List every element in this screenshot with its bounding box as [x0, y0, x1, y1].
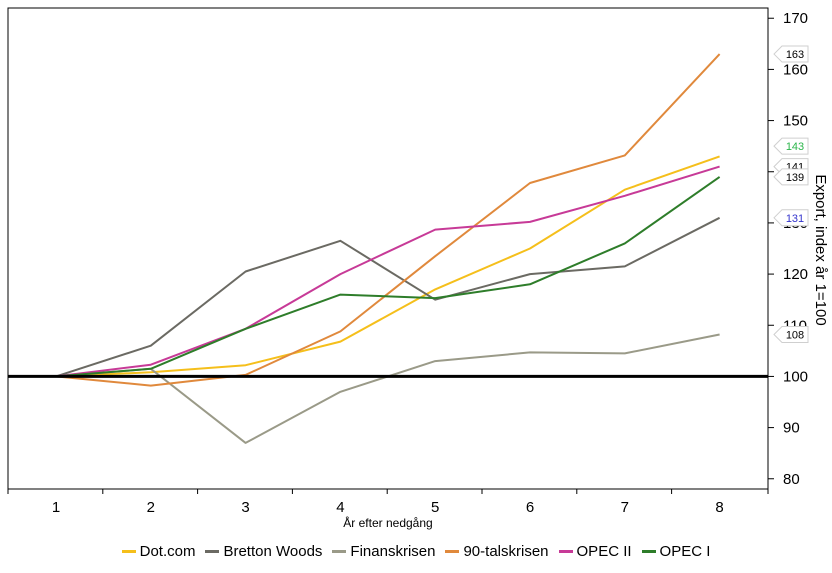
end-label-box — [773, 45, 809, 63]
legend-item: 90-talskrisen — [445, 543, 549, 560]
y-axis-label: Export, index år 1=100 — [812, 174, 829, 325]
legend-label: Bretton Woods — [223, 543, 323, 560]
legend-swatch — [445, 550, 460, 553]
end-label-box — [773, 325, 809, 343]
y-tick-label: 120 — [783, 266, 808, 283]
end-label: 131 — [786, 213, 804, 225]
legend-item: OPEC I — [641, 543, 711, 560]
y-tick-label: 160 — [783, 61, 808, 78]
x-tick-label: 4 — [336, 499, 344, 516]
legend-swatch — [205, 550, 220, 553]
y-tick-label: 90 — [783, 420, 800, 437]
legend-item: Dot.com — [121, 543, 196, 560]
series-line-finanskrisen — [55, 333, 720, 444]
legend-item: Bretton Woods — [205, 543, 322, 560]
x-tick-label: 3 — [241, 499, 249, 516]
x-tick-label: 7 — [621, 499, 629, 516]
x-axis-label: År efter nedgång — [343, 515, 432, 530]
series-line-90-talskrisen — [55, 53, 721, 387]
end-label: 163 — [786, 49, 804, 61]
legend-swatch — [121, 550, 136, 553]
legend-label: 90-talskrisen — [463, 543, 549, 560]
x-tick-label: 2 — [147, 499, 155, 516]
y-tick-label: 170 — [783, 10, 808, 27]
end-label-box — [773, 209, 809, 227]
series-line-opec-i — [55, 176, 721, 378]
y-tick-label: 100 — [783, 368, 808, 385]
series-line-opec-ii — [55, 165, 720, 378]
x-tick-label: 5 — [431, 499, 439, 516]
legend-swatch — [558, 550, 573, 553]
end-label: 139 — [786, 172, 804, 184]
chart-legend: Dot.com Bretton Woods Finanskrisen 90-talsk… — [0, 543, 832, 560]
end-label: 143 — [786, 141, 804, 153]
y-tick-label: 80 — [783, 471, 800, 488]
y-axis: 8090100110120130140150160170 — [768, 10, 808, 488]
x-axis: 1 2 3 4 5 6 7 8 — [7, 489, 769, 516]
x-tick-label: 8 — [715, 499, 723, 516]
legend-swatch — [332, 550, 347, 553]
plot-area-frame — [7, 7, 769, 490]
legend-item: OPEC II — [558, 543, 632, 560]
x-tick-label: 1 — [52, 499, 60, 516]
end-label-box — [773, 137, 809, 155]
legend-label: Dot.com — [139, 543, 196, 560]
series-line-bretton-woods — [55, 216, 721, 378]
series-layer — [55, 53, 721, 444]
x-tick-label: 6 — [526, 499, 534, 516]
legend-label: OPEC I — [659, 543, 711, 560]
legend-label: Finanskrisen — [350, 543, 436, 560]
legend-item: Finanskrisen — [332, 543, 435, 560]
end-label-box — [773, 168, 809, 186]
legend-swatch — [641, 550, 656, 553]
end-label: 108 — [786, 329, 804, 341]
legend-label: OPEC II — [576, 543, 632, 560]
y-tick-label: 150 — [783, 113, 808, 130]
